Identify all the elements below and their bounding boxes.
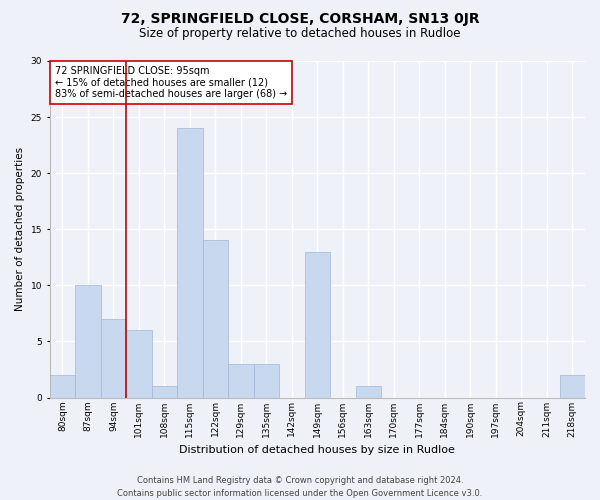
Bar <box>101 319 126 398</box>
Bar <box>75 286 101 398</box>
X-axis label: Distribution of detached houses by size in Rudloe: Distribution of detached houses by size … <box>179 445 455 455</box>
Bar <box>50 375 75 398</box>
Bar <box>126 330 152 398</box>
Text: Size of property relative to detached houses in Rudloe: Size of property relative to detached ho… <box>139 28 461 40</box>
Bar <box>560 375 585 398</box>
Y-axis label: Number of detached properties: Number of detached properties <box>15 147 25 312</box>
Bar <box>203 240 228 398</box>
Bar <box>152 386 177 398</box>
Bar <box>254 364 279 398</box>
Bar <box>177 128 203 398</box>
Bar <box>356 386 381 398</box>
Text: 72, SPRINGFIELD CLOSE, CORSHAM, SN13 0JR: 72, SPRINGFIELD CLOSE, CORSHAM, SN13 0JR <box>121 12 479 26</box>
Bar <box>305 252 330 398</box>
Bar <box>228 364 254 398</box>
Text: 72 SPRINGFIELD CLOSE: 95sqm
← 15% of detached houses are smaller (12)
83% of sem: 72 SPRINGFIELD CLOSE: 95sqm ← 15% of det… <box>55 66 287 99</box>
Text: Contains HM Land Registry data © Crown copyright and database right 2024.
Contai: Contains HM Land Registry data © Crown c… <box>118 476 482 498</box>
